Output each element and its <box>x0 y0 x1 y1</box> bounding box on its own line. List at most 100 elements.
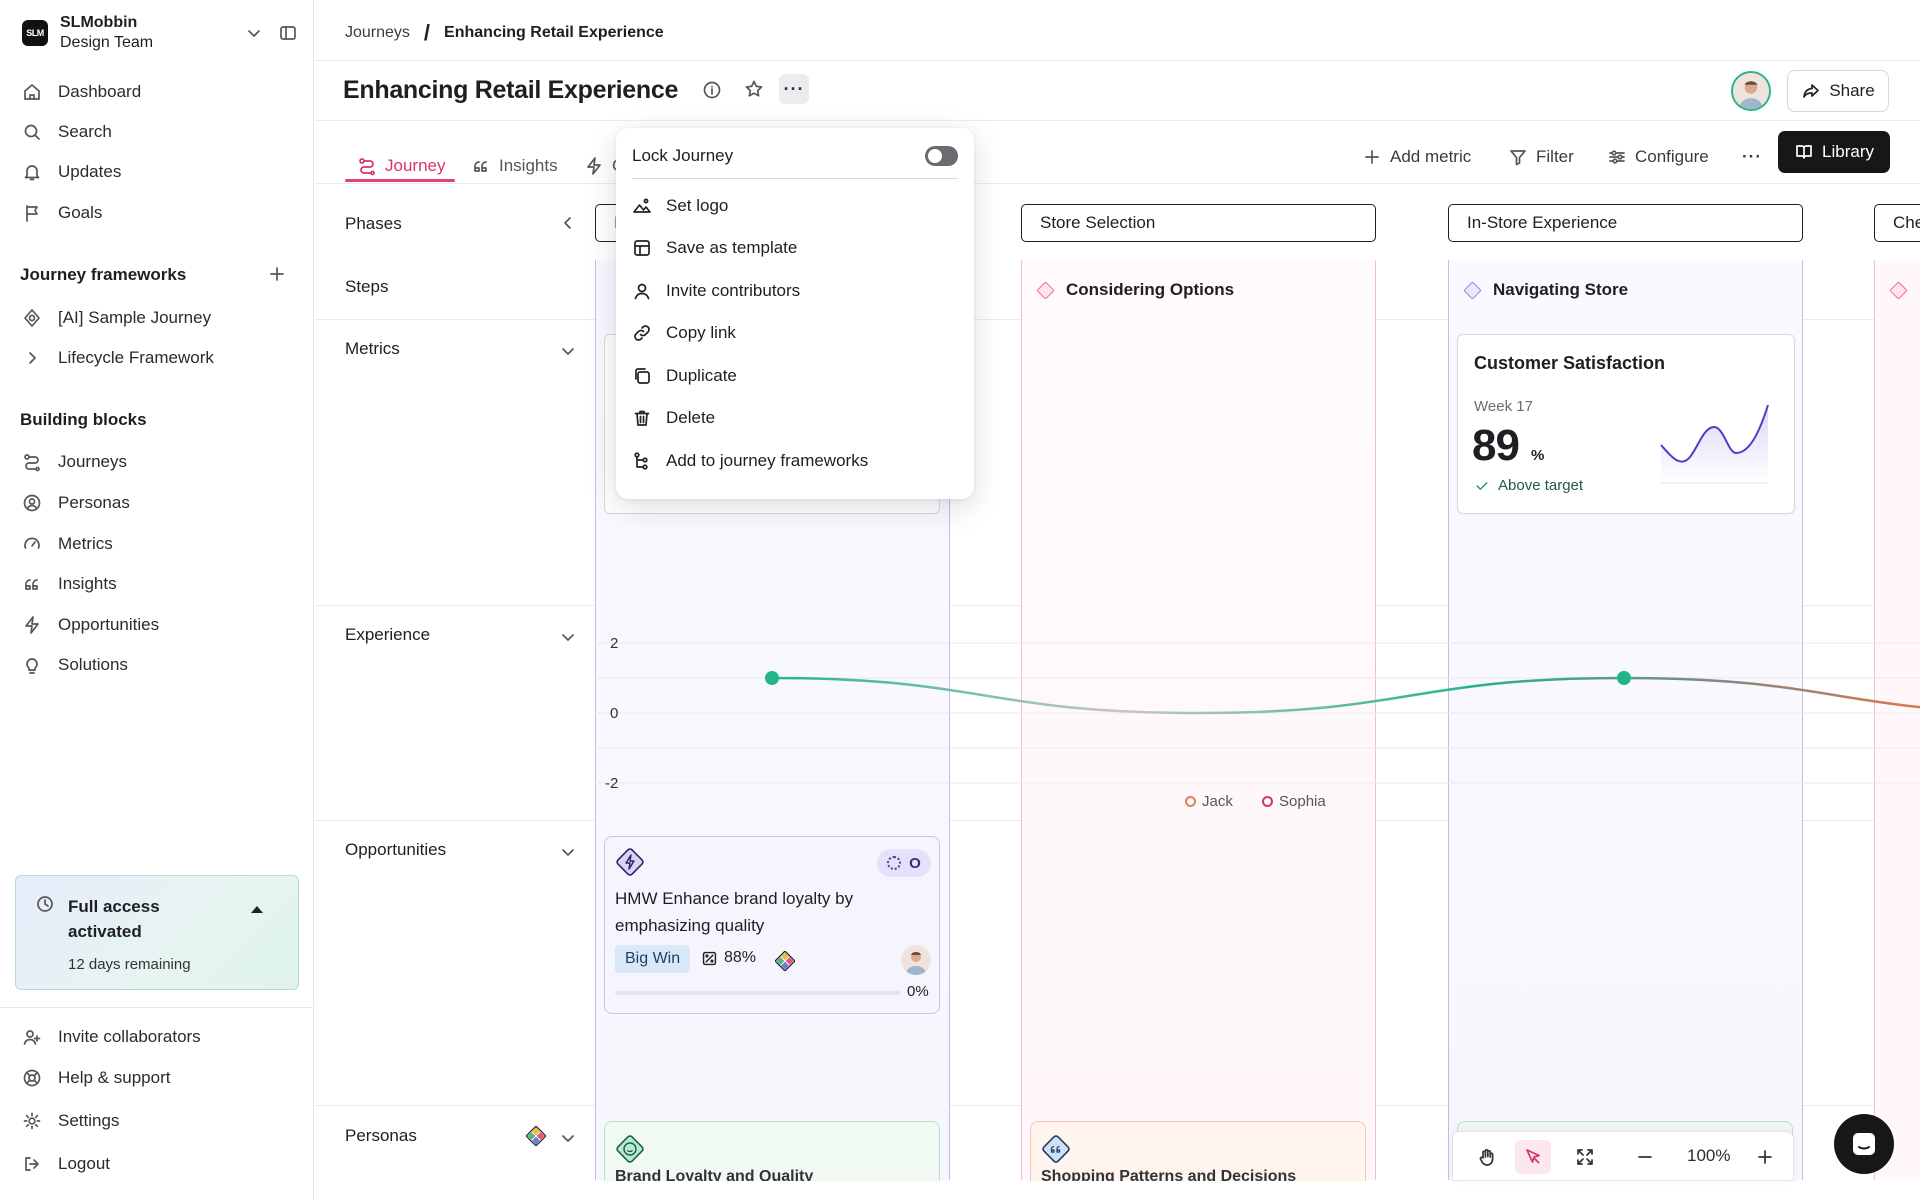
star-icon[interactable] <box>744 79 764 99</box>
nav-label: Invite collaborators <box>58 1027 201 1046</box>
footer-help[interactable]: Help & support <box>22 1060 298 1096</box>
journey-icon <box>359 158 375 176</box>
zoom-in-button[interactable] <box>1747 1140 1783 1174</box>
status-badge[interactable]: O <box>877 849 931 877</box>
fit-screen-button[interactable] <box>1567 1140 1603 1174</box>
breadcrumb: Journeys / Enhancing Retail Experience <box>345 20 664 46</box>
caret-up-icon[interactable] <box>251 906 263 913</box>
block-opportunities[interactable]: Opportunities <box>22 607 298 643</box>
share-button[interactable]: Share <box>1787 70 1889 112</box>
nav-label: Personas <box>58 493 130 512</box>
add-framework-icon[interactable] <box>267 264 287 284</box>
footer-settings[interactable]: Settings <box>22 1103 298 1139</box>
zoom-out-button[interactable] <box>1627 1140 1663 1174</box>
home-icon <box>24 84 40 100</box>
persona-card[interactable]: Shopping Patterns and Decisions <box>1030 1121 1366 1181</box>
phase-column <box>1874 260 1920 1180</box>
footer-invite[interactable]: Invite collaborators <box>22 1019 298 1055</box>
nav-goals[interactable]: Goals <box>22 195 298 231</box>
menu-item-set-logo[interactable]: Set logo <box>632 189 958 223</box>
experience-point[interactable] <box>765 671 779 685</box>
library-button[interactable]: Library <box>1778 131 1890 173</box>
select-tool-button[interactable] <box>1515 1140 1551 1174</box>
nav-search[interactable]: Search <box>22 114 298 150</box>
block-metrics[interactable]: Metrics <box>22 526 298 562</box>
sidebar-collapse-icon[interactable] <box>278 23 298 43</box>
tab-journey[interactable]: Journey <box>357 150 445 182</box>
workspace-switcher[interactable]: SLM SLMobbin Design Team <box>22 10 302 56</box>
chevron-down-icon[interactable] <box>244 23 264 43</box>
link-icon <box>634 325 650 341</box>
step-navigating-store[interactable]: Navigating Store <box>1448 260 1628 320</box>
filter-button[interactable]: Filter <box>1508 140 1574 174</box>
opportunity-card[interactable]: O HMW Enhance brand loyalty by emphasizi… <box>604 836 940 1014</box>
framework-ai-sample[interactable]: [AI] Sample Journey <box>22 300 298 336</box>
menu-item-delete[interactable]: Delete <box>632 401 958 435</box>
menu-item-duplicate[interactable]: Duplicate <box>632 359 958 393</box>
menu-item-label: Duplicate <box>666 366 737 385</box>
step-considering-options[interactable]: Considering Options <box>1021 260 1234 320</box>
chat-launcher-button[interactable] <box>1834 1114 1894 1174</box>
chevron-down-icon[interactable] <box>558 627 578 647</box>
expand-icon <box>1577 1149 1593 1165</box>
row-label-metrics: Metrics <box>345 339 400 358</box>
menu-item-save-template[interactable]: Save as template <box>632 231 958 265</box>
block-personas[interactable]: Personas <box>22 485 298 521</box>
nav-dashboard[interactable]: Dashboard <box>22 74 298 110</box>
trial-banner[interactable]: Full access activated 12 days remaining <box>15 875 299 990</box>
trial-remaining: 12 days remaining <box>68 956 191 973</box>
menu-item-label: Save as template <box>666 238 798 257</box>
chevron-left-icon[interactable] <box>558 213 578 233</box>
toolbar-more-icon[interactable]: ··· <box>1742 147 1762 166</box>
divider <box>315 60 1920 61</box>
more-options-button[interactable]: ··· <box>779 74 809 104</box>
chevron-down-icon[interactable] <box>558 1128 578 1148</box>
footer-logout[interactable]: Logout <box>22 1146 298 1182</box>
canvas-toolbar: 100% <box>1452 1131 1794 1181</box>
persona-card[interactable]: Brand Loyalty and Quality <box>604 1121 940 1181</box>
nav-label: Help & support <box>58 1068 171 1087</box>
phase-header[interactable]: In-Store Experience <box>1448 204 1803 242</box>
info-icon[interactable] <box>702 80 722 100</box>
metric-card[interactable]: Customer Satisfaction Week 17 89 % Above… <box>1457 334 1795 514</box>
breadcrumb-separator: / <box>423 20 431 45</box>
avatar-face-icon <box>1733 73 1769 109</box>
chevron-down-icon[interactable] <box>558 842 578 862</box>
workspace-logo: SLM <box>22 20 48 46</box>
tab-insights[interactable]: Insights <box>471 150 558 182</box>
book-icon <box>1796 145 1812 159</box>
breadcrumb-parent[interactable]: Journeys <box>345 24 410 41</box>
step-partial[interactable] <box>1874 260 1919 320</box>
legend-item-jack[interactable]: Jack <box>1185 793 1233 810</box>
avatar[interactable] <box>1731 71 1771 111</box>
page-title: Enhancing Retail Experience <box>343 76 679 104</box>
opportunity-bolt-icon <box>616 848 644 876</box>
journey-options-menu: Lock Journey Set logo Save as template I… <box>616 128 974 499</box>
chevron-down-icon[interactable] <box>558 341 578 361</box>
menu-item-invite[interactable]: Invite contributors <box>632 274 958 308</box>
legend-item-sophia[interactable]: Sophia <box>1262 793 1326 810</box>
phase-header[interactable]: Che <box>1874 204 1920 242</box>
configure-button[interactable]: Configure <box>1607 140 1709 174</box>
sliders-icon <box>1609 150 1625 164</box>
block-journeys[interactable]: Journeys <box>22 444 298 480</box>
step-label: Considering Options <box>1066 280 1235 299</box>
block-solutions[interactable]: Solutions <box>22 647 298 683</box>
active-tab-indicator <box>345 179 455 182</box>
phase-header[interactable]: Store Selection <box>1021 204 1376 242</box>
nav-updates[interactable]: Updates <box>22 154 298 190</box>
add-metric-button[interactable]: Add metric <box>1362 140 1471 174</box>
quote-icon <box>25 579 38 590</box>
block-insights[interactable]: Insights <box>22 566 298 602</box>
menu-item-add-to-frameworks[interactable]: Add to journey frameworks <box>632 444 958 478</box>
experience-point[interactable] <box>1617 671 1631 685</box>
impact-badge: Big Win <box>615 945 691 973</box>
progress-track <box>615 991 901 995</box>
pan-tool-button[interactable] <box>1469 1140 1505 1174</box>
legend-label: Jack <box>1202 793 1233 810</box>
framework-lifecycle[interactable]: Lifecycle Framework <box>22 340 298 376</box>
assignee-avatar[interactable] <box>901 945 931 975</box>
menu-item-copy-link[interactable]: Copy link <box>632 316 958 350</box>
lock-journey-toggle[interactable] <box>925 146 958 166</box>
nav-label: Updates <box>58 162 122 181</box>
